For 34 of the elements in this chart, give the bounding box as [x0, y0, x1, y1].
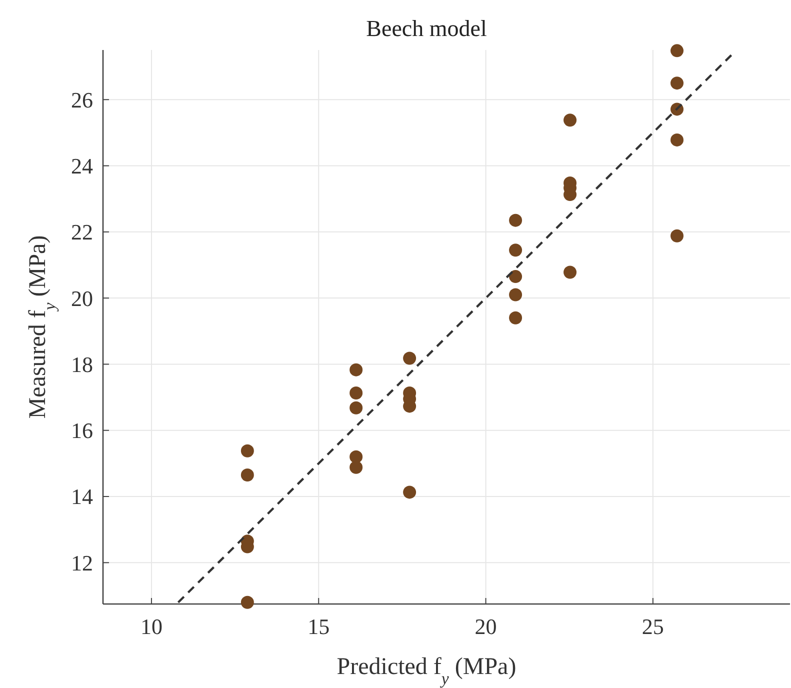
x-tick-label: 15	[308, 614, 330, 639]
point	[670, 133, 684, 146]
point	[670, 229, 684, 242]
x-tick-label: 10	[140, 614, 162, 639]
point	[350, 363, 363, 376]
point	[509, 311, 522, 324]
point	[403, 352, 416, 365]
x-axis-title: Predicted f$_{y}$ (MPa)	[336, 654, 516, 688]
point	[670, 76, 684, 90]
point	[350, 460, 363, 474]
point	[350, 401, 363, 414]
y-tick-label: 20	[71, 286, 93, 311]
point	[509, 288, 522, 302]
x-tick-label: 25	[642, 614, 664, 639]
point	[509, 244, 522, 257]
x-tick-label: 20	[474, 614, 497, 639]
y-tick-label: 14	[71, 484, 93, 510]
y-tick-label: 18	[71, 352, 93, 377]
point	[240, 444, 254, 458]
point	[509, 214, 522, 227]
y-tick-label: 24	[71, 153, 93, 178]
y-tick-label: 26	[71, 87, 93, 112]
point	[240, 596, 254, 609]
chart-title: Beech model	[366, 16, 487, 41]
y-tick-label: 16	[71, 418, 93, 444]
y-tick-label: 22	[71, 220, 93, 245]
point	[350, 386, 363, 400]
point	[403, 486, 416, 499]
point	[670, 44, 684, 58]
point	[564, 266, 577, 279]
y-tick-label: 12	[71, 550, 93, 576]
point	[509, 270, 522, 284]
point	[564, 114, 577, 127]
point	[240, 468, 254, 482]
